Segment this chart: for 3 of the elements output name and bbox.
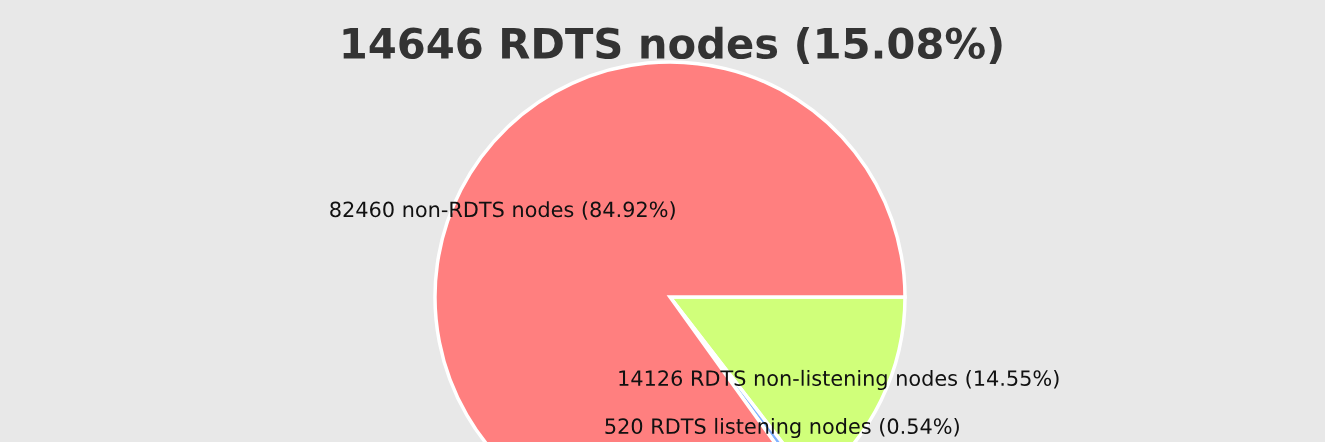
slice-label: 14126 RDTS non-listening nodes (14.55%) [619,369,1059,391]
slice-label: 82460 non-RDTS nodes (84.92%) [330,201,675,220]
chart-title: 14646 RDTS nodes (15.08%) [343,26,1002,64]
